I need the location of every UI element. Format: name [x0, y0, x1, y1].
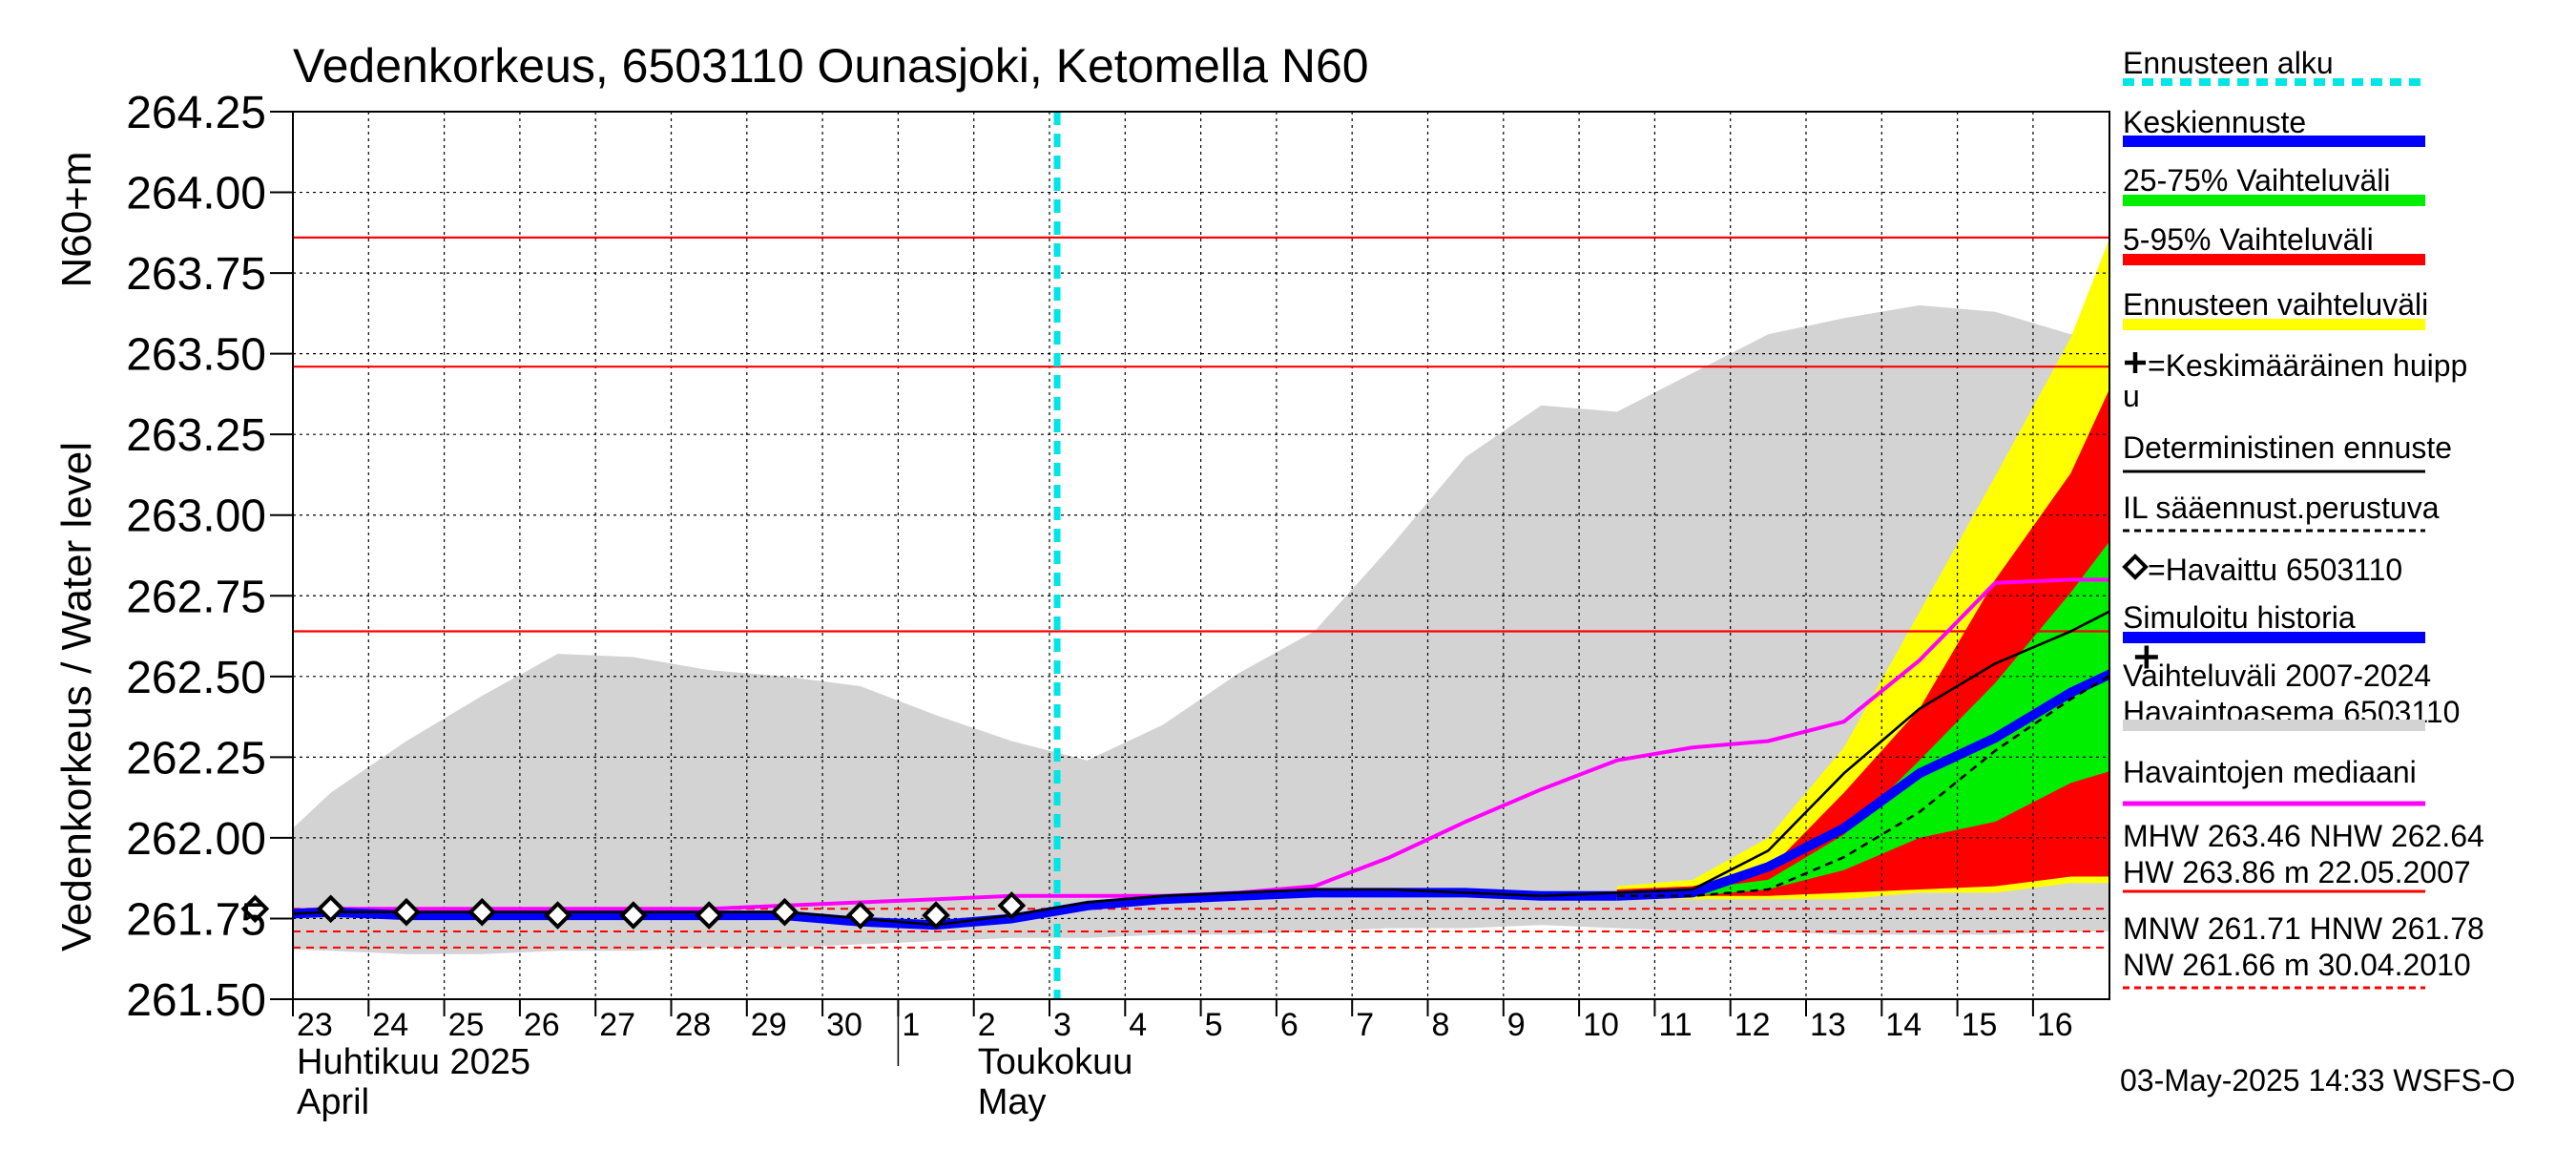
y-tick-label: 262.00 [126, 814, 266, 865]
y-tick-label: 262.75 [126, 572, 266, 622]
x-tick-label: 13 [1810, 1007, 1846, 1043]
x-tick-label: 7 [1356, 1007, 1374, 1043]
month-label-en: May [978, 1082, 1047, 1122]
x-tick-label: 27 [599, 1007, 635, 1043]
y-tick-label: 263.50 [126, 330, 266, 381]
legend-label-line2: HW 263.86 m 22.05.2007 [2123, 855, 2471, 889]
y-tick-label: 262.50 [126, 653, 266, 703]
x-tick-label: 24 [372, 1007, 408, 1043]
legend-label: Simuloitu historia [2123, 600, 2356, 635]
x-tick-label: 12 [1735, 1007, 1771, 1043]
legend-label: Keskiennuste [2123, 105, 2306, 139]
x-tick-label: 1 [902, 1007, 920, 1043]
observed-point [997, 891, 1027, 920]
x-tick-label: 23 [297, 1007, 333, 1043]
x-tick-label: 2 [978, 1007, 996, 1043]
y-tick-label: 264.00 [126, 169, 266, 220]
x-tick-label: 15 [1962, 1007, 1998, 1043]
x-tick-label: 3 [1053, 1007, 1071, 1043]
observed-point [845, 901, 875, 930]
legend-label-line2: NW 261.66 m 30.04.2010 [2123, 948, 2471, 982]
markers-layer [240, 645, 2158, 930]
deterministic-forecast-line [293, 610, 2109, 927]
legend-plus-marker [2125, 352, 2146, 373]
legend-label: Vaihteluväli 2007-2024 [2123, 659, 2431, 693]
observed-point [543, 901, 572, 930]
y-tick-label: 262.25 [126, 733, 266, 784]
x-tick-label: 11 [1658, 1007, 1692, 1043]
legend-label: MHW 263.46 NHW 262.64 [2123, 819, 2484, 853]
legend-label: =Keskimääräinen huipp [2148, 348, 2467, 383]
x-tick-label: 10 [1583, 1007, 1619, 1043]
y-axis-unit: N60+m [53, 151, 100, 287]
y-tick-label: 263.25 [126, 410, 266, 461]
legend-label: IL sääennust.perustuva [2123, 491, 2440, 525]
observed-point [770, 897, 800, 927]
x-tick-label: 4 [1129, 1007, 1147, 1043]
x-tick-label: 28 [675, 1007, 712, 1043]
observed-point [467, 897, 497, 927]
mean-peak-marker [2134, 645, 2158, 669]
x-tick-label: 25 [448, 1007, 485, 1043]
footer-timestamp: 03-May-2025 14:33 WSFS-O [2120, 1063, 2515, 1098]
x-tick-label: 26 [524, 1007, 560, 1043]
y-tick-label: 263.00 [126, 491, 266, 542]
x-tick-label: 14 [1885, 1007, 1922, 1043]
month-label-en: April [297, 1082, 369, 1122]
x-tick-label: 30 [826, 1007, 862, 1043]
legend: Ennusteen alku Keskiennuste 25-75% Vaihtel… [2122, 46, 2484, 990]
x-tick-label: 8 [1432, 1007, 1450, 1043]
il-forecast-line [1616, 674, 2109, 898]
legend-diamond-marker [2122, 554, 2149, 580]
observed-point [316, 894, 345, 924]
reference-lines-layer [293, 236, 2109, 949]
month-label-fi: Toukokuu [978, 1042, 1133, 1082]
month-label-fi: Huhtikuu 2025 [297, 1042, 530, 1082]
legend-label: Ennusteen alku [2123, 46, 2334, 80]
legend-label: 25-75% Vaihteluväli [2123, 163, 2390, 198]
observed-point [619, 901, 648, 930]
y-tick-label: 261.50 [126, 975, 266, 1026]
observed-point [922, 901, 950, 930]
x-tick-label: 6 [1280, 1007, 1298, 1043]
legend-label: Havaintojen mediaani [2123, 755, 2417, 789]
y-tick-label: 261.75 [126, 894, 266, 945]
legend-label-line2: u [2123, 379, 2140, 413]
y-axis-label: Vedenkorkeus / Water level [53, 442, 100, 951]
mean-forecast-line [1616, 669, 2109, 901]
legend-label: 5-95% Vaihteluväli [2123, 222, 2374, 257]
y-tick-label: 264.25 [126, 88, 266, 138]
x-tick-label: 29 [751, 1007, 787, 1043]
y-tick-label: 263.75 [126, 249, 266, 300]
chart-title: Vedenkorkeus, 6503110 Ounasjoki, Ketomel… [293, 39, 1369, 93]
range-25-75-band [1616, 541, 2109, 896]
observed-point [240, 894, 270, 924]
legend-label: MNW 261.71 HNW 261.78 [2123, 911, 2484, 946]
legend-label: =Havaittu 6503110 [2148, 553, 2402, 587]
x-tick-label: 16 [2037, 1007, 2073, 1043]
x-tick-label: 9 [1507, 1007, 1526, 1043]
observed-point [392, 897, 421, 927]
observed-point [695, 901, 723, 930]
legend-label: Deterministinen ennuste [2123, 430, 2452, 465]
x-tick-label: 5 [1205, 1007, 1223, 1043]
legend-label: Ennusteen vaihteluväli [2123, 287, 2428, 322]
axes-layer: 261.50 261.75 262.00 262.25 262.50 262.75 263.… [126, 88, 2073, 1122]
